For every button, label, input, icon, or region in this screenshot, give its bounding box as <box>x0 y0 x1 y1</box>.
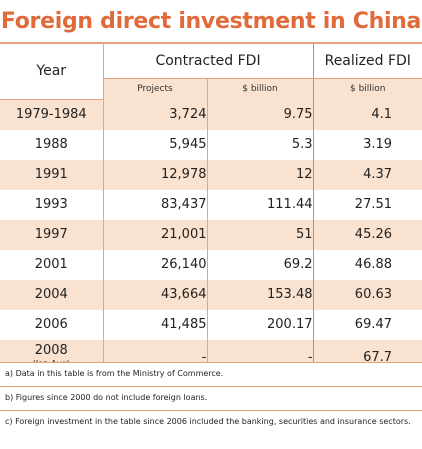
cell-year: 1991 <box>0 159 103 190</box>
subheader-projects: Projects <box>102 78 207 99</box>
header-contracted-fdi: Contracted FDI <box>102 44 314 79</box>
cell-projects: 41,485 <box>102 309 207 340</box>
table-row: 1997 21,001 51 45.26 <box>0 219 422 250</box>
cell-realized-billion: 69.47 <box>312 309 422 340</box>
table-body: 1979-1984 3,724 9.75 4.1 1988 5,945 5.3 3.19 199… <box>0 99 422 375</box>
table-row: 1979-1984 3,724 9.75 4.1 <box>0 99 422 130</box>
subheader-realized-billion: $ billion <box>312 78 422 99</box>
footnotes: a) Data in this table is from the Minist… <box>0 362 422 449</box>
cell-projects: 83,437 <box>102 189 207 220</box>
cell-year: 1979-1984 <box>0 99 103 130</box>
table-row: 2001 26,140 69.2 46.88 <box>0 249 422 280</box>
fdi-table: Year Contracted FDI Realized FDI Project… <box>0 44 422 375</box>
title-divider <box>0 42 422 44</box>
cell-projects: 21,001 <box>102 219 207 250</box>
footnote-divider <box>0 410 422 411</box>
header-year: Year <box>0 44 103 100</box>
cell-realized-billion: 4.1 <box>312 99 422 130</box>
cell-contracted-billion: 111.44 <box>206 189 314 220</box>
table-row: 1991 12,978 12 4.37 <box>0 159 422 190</box>
footnote-a: a) Data in this table is from the Minist… <box>5 369 224 378</box>
cell-realized-billion: 46.88 <box>312 249 422 280</box>
cell-realized-billion: 45.26 <box>312 219 422 250</box>
header-row-groups: Year Contracted FDI Realized FDI <box>0 44 422 100</box>
footnote-b: b) Figures since 2000 do not include for… <box>5 393 208 402</box>
cell-year: 2006 <box>0 309 103 340</box>
cell-projects: 43,664 <box>102 279 207 310</box>
table-row: 2008(Jan-Aug)--67.7 <box>0 339 422 375</box>
cell-realized-billion: 4.37 <box>312 159 422 190</box>
cell-year-value: 2008 <box>34 343 68 358</box>
cell-contracted-billion: 12 <box>206 159 314 190</box>
cell-realized-billion: 27.51 <box>312 189 422 220</box>
cell-contracted-billion: 69.2 <box>206 249 314 280</box>
cell-contracted-billion: 153.48 <box>206 279 314 310</box>
cell-year: 2001 <box>0 249 103 280</box>
subheader-contracted-billion: $ billion <box>206 78 314 99</box>
table-row: 2004 43,664 153.48 60.63 <box>0 279 422 310</box>
cell-projects: 5,945 <box>102 129 207 160</box>
cell-contracted-billion: 9.75 <box>206 99 314 130</box>
cell-projects: 3,724 <box>102 99 207 130</box>
table-row: 1988 5,945 5.3 3.19 <box>0 129 422 160</box>
footnote-divider <box>0 386 422 387</box>
table-row: 1993 83,437 111.44 27.51 <box>0 189 422 220</box>
cell-year: 2004 <box>0 279 103 310</box>
chart-title: Foreign direct investment in China <box>0 9 422 34</box>
cell-contracted-billion: 200.17 <box>206 309 314 340</box>
cell-contracted-billion: 5.3 <box>206 129 314 160</box>
footnote-c: c) Foreign investment in the table since… <box>5 417 411 426</box>
cell-year: 1993 <box>0 189 103 220</box>
header-row-units: Projects $ billion $ billion <box>0 78 422 99</box>
cell-realized-billion: 60.63 <box>312 279 422 310</box>
cell-realized-billion: 3.19 <box>312 129 422 160</box>
cell-projects: 12,978 <box>102 159 207 190</box>
cell-year: 1988 <box>0 129 103 160</box>
cell-year: 1997 <box>0 219 103 250</box>
cell-contracted-billion: 51 <box>206 219 314 250</box>
table-row: 2006 41,485 200.17 69.47 <box>0 309 422 340</box>
header-realized-fdi: Realized FDI <box>312 44 422 79</box>
cell-projects: 26,140 <box>102 249 207 280</box>
